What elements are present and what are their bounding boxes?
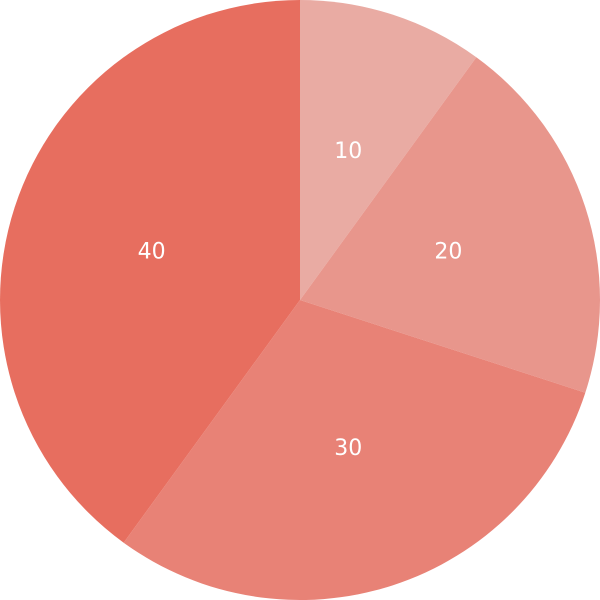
pie-slice-label-10: 10 [334,139,362,164]
pie-slice-40 [0,0,301,543]
pie-slice-label-40: 40 [138,239,166,264]
pie-slice-30 [123,300,586,600]
pie-slice-label-20: 20 [434,239,462,264]
pie-slice-20 [300,57,600,393]
pie-labels: 10 20 30 40 [138,139,463,461]
pie-slice-label-30: 30 [334,436,362,461]
pie-slice-10 [300,0,477,300]
